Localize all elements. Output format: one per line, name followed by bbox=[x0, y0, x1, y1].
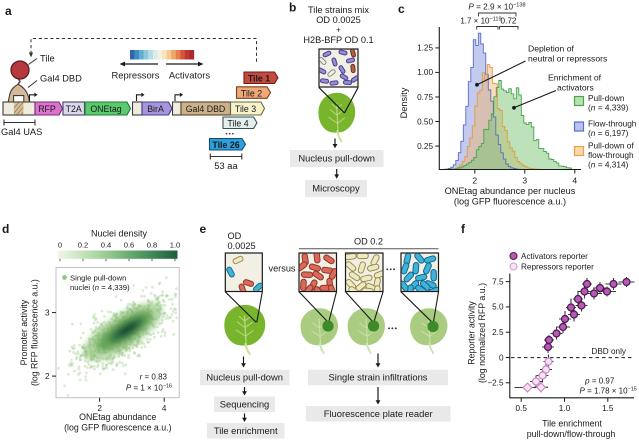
svg-text:1.0: 1.0 bbox=[170, 241, 181, 250]
svg-text:(n = 6,197): (n = 6,197) bbox=[588, 128, 629, 138]
svg-text:Pull-down of: Pull-down of bbox=[588, 141, 634, 151]
svg-text:Fluorescence plate reader: Fluorescence plate reader bbox=[324, 408, 433, 419]
svg-text:3: 3 bbox=[45, 308, 50, 317]
svg-text:c: c bbox=[398, 2, 405, 16]
svg-text:(log normalized RFP a.u.): (log normalized RFP a.u.) bbox=[477, 283, 487, 383]
svg-text:Tile 2: Tile 2 bbox=[241, 88, 262, 98]
svg-text:versus: versus bbox=[268, 264, 295, 274]
svg-text:Gal4 DBD: Gal4 DBD bbox=[40, 74, 82, 84]
svg-text:Tile 1: Tile 1 bbox=[248, 74, 270, 84]
svg-text:Repressors reporter: Repressors reporter bbox=[521, 263, 594, 272]
svg-text:(n = 4,339): (n = 4,339) bbox=[588, 103, 629, 113]
svg-text:OD 0.0025: OD 0.0025 bbox=[316, 15, 360, 25]
svg-text:DBD only: DBD only bbox=[591, 347, 626, 356]
svg-text:e: e bbox=[200, 222, 207, 236]
svg-text:Enrichment of: Enrichment of bbox=[548, 73, 602, 83]
svg-text:ONEtag: ONEtag bbox=[90, 104, 121, 114]
svg-text:Single strain infiltrations: Single strain infiltrations bbox=[328, 372, 427, 383]
svg-text:1.7 × 10−119: 1.7 × 10−119 bbox=[460, 17, 501, 26]
svg-text:2: 2 bbox=[45, 372, 50, 381]
svg-text:0.5: 0.5 bbox=[516, 404, 528, 413]
svg-text:53 aa: 53 aa bbox=[214, 161, 238, 171]
svg-text:Activators reporter: Activators reporter bbox=[521, 252, 588, 261]
svg-text:(log RFP fluorescence a.u.): (log RFP fluorescence a.u.) bbox=[30, 279, 40, 386]
svg-text:Gal4 DBD: Gal4 DBD bbox=[186, 104, 226, 114]
svg-text:0.2: 0.2 bbox=[78, 241, 89, 250]
svg-text:Nucleus pull-down: Nucleus pull-down bbox=[206, 372, 283, 383]
svg-text:Nuclei density: Nuclei density bbox=[91, 229, 148, 239]
svg-text:Tile strains mix: Tile strains mix bbox=[308, 5, 369, 15]
svg-text:0: 0 bbox=[58, 241, 62, 250]
svg-text:0.4: 0.4 bbox=[101, 241, 112, 250]
svg-text:Tile enrichment: Tile enrichment bbox=[542, 419, 602, 429]
svg-text:Microscopy: Microscopy bbox=[312, 183, 360, 194]
svg-text:Tile 3: Tile 3 bbox=[235, 104, 256, 114]
svg-text:b: b bbox=[289, 1, 296, 15]
svg-text:flow-through: flow-through bbox=[588, 150, 634, 160]
svg-text:Reporter activity: Reporter activity bbox=[467, 301, 477, 365]
svg-text:3: 3 bbox=[522, 176, 527, 186]
svg-text:Tile 4: Tile 4 bbox=[227, 119, 248, 129]
svg-text:4: 4 bbox=[162, 404, 167, 413]
svg-text:OD: OD bbox=[228, 231, 242, 241]
svg-text:4: 4 bbox=[572, 176, 577, 186]
svg-text:2: 2 bbox=[97, 404, 102, 413]
svg-text:P = 1 × 10−16: P = 1 × 10−16 bbox=[126, 384, 172, 393]
svg-text:1.0: 1.0 bbox=[559, 404, 571, 413]
svg-text:P = 2.9 × 10−138: P = 2.9 × 10−138 bbox=[468, 3, 525, 12]
svg-text:RFP: RFP bbox=[38, 104, 56, 114]
svg-text:0.0025: 0.0025 bbox=[228, 241, 256, 251]
svg-text:r = 0.83: r = 0.83 bbox=[140, 373, 168, 382]
svg-text:H2B-BFP OD 0.1: H2B-BFP OD 0.1 bbox=[303, 35, 373, 45]
svg-text:(log GFP fluorescence a.u.): (log GFP fluorescence a.u.) bbox=[454, 197, 566, 207]
svg-text:Tile: Tile bbox=[40, 54, 55, 64]
svg-text:ONEtag abundance: ONEtag abundance bbox=[79, 412, 156, 422]
svg-text:0.8: 0.8 bbox=[147, 241, 158, 250]
svg-text:BirA: BirA bbox=[147, 104, 164, 114]
svg-text:a: a bbox=[5, 4, 12, 18]
svg-text:d: d bbox=[2, 222, 9, 236]
svg-text:(n = 4,314): (n = 4,314) bbox=[588, 160, 629, 170]
svg-text:0.75: 0.75 bbox=[417, 93, 433, 102]
svg-text:T2A: T2A bbox=[66, 104, 82, 114]
svg-text:Tile enrichment: Tile enrichment bbox=[214, 425, 278, 436]
svg-text:ONEtag abundance per nucleus: ONEtag abundance per nucleus bbox=[445, 186, 576, 196]
svg-text:1.5: 1.5 bbox=[602, 404, 614, 413]
svg-text:Single pull-down: Single pull-down bbox=[70, 274, 126, 283]
svg-text:OD 0.2: OD 0.2 bbox=[354, 237, 383, 247]
svg-text:neutral or repressors: neutral or repressors bbox=[528, 54, 607, 64]
svg-text:1.25: 1.25 bbox=[417, 44, 433, 53]
svg-text:Sequencing: Sequencing bbox=[220, 398, 270, 409]
svg-text:+: + bbox=[336, 26, 341, 35]
svg-text:f: f bbox=[461, 222, 466, 236]
svg-text:7.5: 7.5 bbox=[492, 277, 504, 286]
svg-text:nuclei (n = 4,339): nuclei (n = 4,339) bbox=[70, 283, 130, 292]
svg-text:activators: activators bbox=[557, 83, 594, 93]
svg-text:P = 1.78 × 10−15: P = 1.78 × 10−15 bbox=[580, 387, 637, 396]
svg-text:Activators: Activators bbox=[169, 70, 210, 81]
svg-text:0.6: 0.6 bbox=[124, 241, 135, 250]
svg-text:Pull-down: Pull-down bbox=[588, 93, 625, 103]
svg-text:−2.5: −2.5 bbox=[487, 379, 504, 388]
svg-text:2.5: 2.5 bbox=[492, 328, 504, 337]
svg-text:Gal4 UAS: Gal4 UAS bbox=[1, 127, 42, 137]
svg-text:2: 2 bbox=[472, 176, 477, 186]
svg-text:pull-down/flow-through: pull-down/flow-through bbox=[527, 429, 616, 439]
svg-text:1.00: 1.00 bbox=[417, 68, 433, 77]
svg-text:(log GFP fluorescence a.u.): (log GFP fluorescence a.u.) bbox=[64, 423, 171, 433]
svg-text:Flow-through: Flow-through bbox=[588, 119, 637, 129]
svg-text:0.72: 0.72 bbox=[501, 17, 517, 26]
svg-text:5.0: 5.0 bbox=[492, 303, 504, 312]
svg-text:Tile 26: Tile 26 bbox=[212, 140, 239, 150]
svg-text:0.25: 0.25 bbox=[417, 142, 433, 151]
svg-text:0: 0 bbox=[499, 353, 504, 362]
svg-text:Promoter activity: Promoter activity bbox=[19, 299, 29, 365]
svg-text:0.50: 0.50 bbox=[417, 117, 433, 126]
svg-text:Nucleus pull-down: Nucleus pull-down bbox=[298, 153, 375, 164]
svg-text:Depletion of: Depletion of bbox=[528, 44, 574, 54]
svg-text:Density: Density bbox=[399, 87, 409, 118]
svg-text:ρ = 0.97: ρ = 0.97 bbox=[584, 377, 615, 386]
svg-text:Repressors: Repressors bbox=[112, 70, 160, 81]
